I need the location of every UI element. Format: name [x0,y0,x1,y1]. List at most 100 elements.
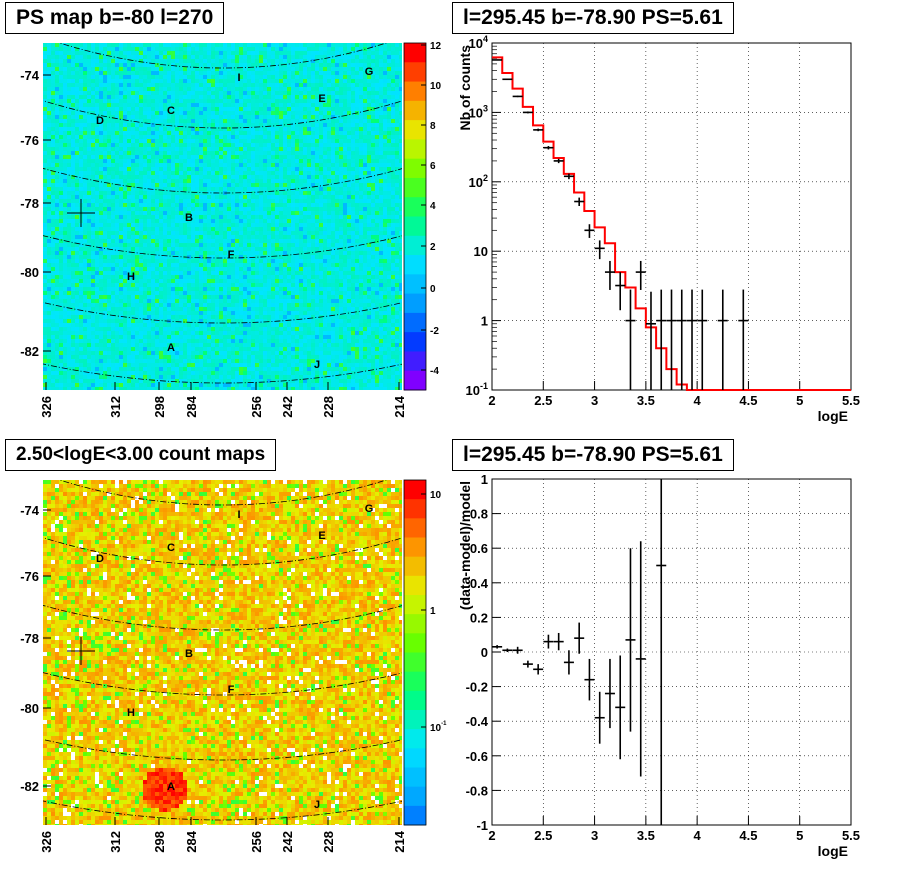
ps_map-xtick-7: 214 [392,395,407,417]
count_map-colorbar-cell-17 [404,805,426,826]
residual-ytick-10: -1 [476,818,488,833]
spectrum-xtick-0: 2 [488,393,495,408]
ps_map-xtick-3: 284 [184,395,199,417]
count_map-pixels [43,480,403,828]
ps_map-xtick-6: 228 [321,396,336,418]
count_map-colorbar-cell-5 [404,575,426,596]
residual-point-11 [604,658,615,729]
count_map-colorbar-cell-7 [404,614,426,634]
ps_map-colorbar-frame [403,42,427,391]
spectrum-xtick-7: 5.5 [842,393,860,408]
spectrum-ytick-4: 1 [481,314,488,329]
spectrum-ytick-2: 102 [469,173,488,190]
count_map-xtick-2: 298 [152,831,167,853]
spectrum-point-20 [697,289,708,390]
ps_map-xtick-5: 242 [280,396,295,418]
residual-point-14 [635,541,646,777]
residual-xtick-0: 2 [488,828,495,843]
residual-xtick-4: 4 [694,828,702,843]
residual-point-2 [512,646,523,654]
spectrum-model-line [492,56,851,391]
spectrum-xtick-1: 2.5 [534,393,552,408]
residual-point-7 [563,650,574,675]
count_map-xtick-6: 228 [321,831,336,853]
residual-panel: 2 2.5 3 3.5 4 4.5 5 5.5 1 0.8 0.6 0.4 0.2 0 -0.2 -0.4 -0… [449,436,898,871]
residual-xtick-3: 3.5 [637,828,655,843]
count-map-panel: -74 -76 -78 -80 -82 326 312 298 284 256 242 228 214 I… [0,436,449,871]
count_map-region-I: I [237,509,240,521]
ps_map-colorbar-cell-14 [404,312,426,333]
ps_map-cbtick-3: 6 [430,161,436,172]
ps_map-region-E: E [318,93,325,105]
residual-point-15 [656,479,667,825]
ps_map-xtick-2: 298 [152,396,167,418]
ps_map-region-B: B [185,212,193,224]
count_map-region-J: J [314,799,320,811]
count_map-ytick-1: -76 [20,569,39,584]
residual-point-3 [522,660,533,668]
residual-xtick-1: 2.5 [534,828,552,843]
count_map-lat-arc-5 [0,789,449,821]
ps_map-cbtick-2: 8 [430,121,436,132]
spectrum-point-8 [574,197,585,207]
ps_map-region-I: I [237,72,240,84]
spectrum-panel: 2 2.5 3 3.5 4 4.5 5 5.5 104 103 102 10 1 10-1 logE Nb o… [449,0,898,436]
count_map-region-A: A [167,781,175,793]
spectrum-point-18 [676,289,687,390]
count_map-colorbar-cell-12 [404,710,426,730]
ps_map-region-C: C [167,105,175,117]
spectrum-point-0 [492,59,503,61]
spectrum-point-4 [533,128,544,132]
count_map-ytick-4: -82 [20,779,39,794]
count_map-lat-arc-1 [0,520,449,566]
residual-xtick-5: 4.5 [739,828,757,843]
ps_map-coord-grid [0,18,449,384]
spectrum-point-15 [645,291,656,390]
spectrum-title: l=295.45 b=-78.90 PS=5.61 [452,2,734,34]
count_map-colorbar-cell-4 [404,556,426,577]
residual-point-13 [625,548,636,732]
residual-point-9 [584,658,595,701]
spectrum-point-10 [594,240,605,260]
residual-xtick-7: 5.5 [842,828,860,843]
spectrum-point-22 [738,289,749,390]
residual-point-8 [574,622,585,654]
residual-ytick-2: 0.6 [470,541,488,556]
spectrum-xtick-3: 3.5 [637,393,655,408]
ps_map-xtick-4: 256 [249,396,264,418]
count_map-colorbar-cell-9 [404,652,426,673]
ps_map-cbtick-1: 10 [430,81,442,92]
count_map-region-G: G [365,503,374,515]
ps_map-cbtick-5: 2 [430,242,436,253]
spectrum-point-6 [553,158,564,164]
count_map-region-D: D [96,553,104,565]
count-map-plot: -74 -76 -78 -80 -82 326 312 298 284 256 242 228 214 I… [0,436,449,871]
ps_map-colorbar-cell-17 [404,370,426,391]
spectrum-point-19 [687,289,698,390]
residual-point-0 [492,645,503,649]
count_map-colorbar-frame [403,479,427,826]
spectrum-point-1 [502,78,513,81]
spectrum-point-16 [656,289,667,390]
count_map-colorbar-cell-8 [404,633,426,653]
ps_map-region-G: G [365,66,374,78]
count_map-coord-grid [0,455,449,821]
ps_map-colorbar-cell-16 [404,351,426,372]
spectrum-point-7 [563,173,574,180]
spectrum-point-2 [512,95,523,98]
spectrum-xtick-6: 5 [796,393,803,408]
count_map-cbtick-2: 10-1 [430,721,447,734]
count_map-colorbar-cell-1 [404,499,426,519]
count_map-colorbar-cell-13 [404,729,426,749]
ps_map-cbtick-0: 12 [430,41,442,52]
ps_map-lat-arc-0 [0,18,449,69]
ps_map-lat-arc-4 [0,289,449,324]
count_map-ytick-2: -78 [20,631,39,646]
ps_map-ytick-2: -78 [20,196,39,211]
residual-xlabel: logE [818,843,848,859]
ps_map-colorbar-cell-12 [404,274,426,295]
count_map-colorbar-cell-6 [404,595,426,615]
ps_map-lat-arc-1 [0,83,449,129]
count_map-region-E: E [318,530,325,542]
residual-ytick-9: -0.8 [466,783,488,798]
